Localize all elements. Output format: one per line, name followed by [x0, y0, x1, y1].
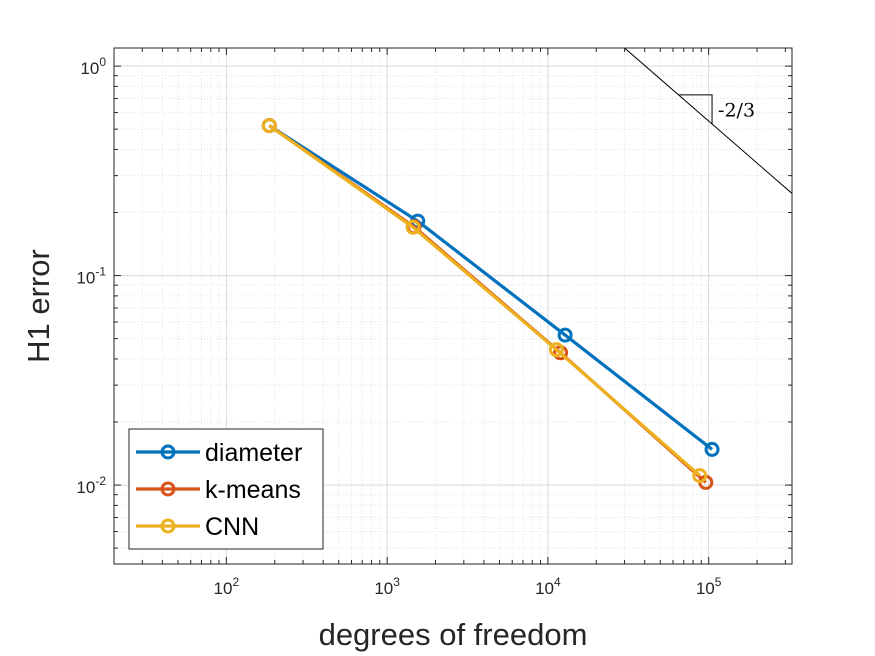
data-point-diameter	[704, 441, 720, 457]
series-line-CNN	[268, 124, 701, 477]
y-tick-label: 10-2	[76, 474, 106, 497]
x-axis-label: degrees of freedom	[319, 617, 588, 652]
data-point-diameter	[557, 327, 573, 343]
series-line-diameter	[268, 124, 714, 451]
x-tick-labels: 102 103 104 105	[214, 575, 722, 598]
legend-marker	[160, 481, 176, 497]
axis-ticks	[113, 48, 792, 564]
series-CNN	[261, 118, 708, 484]
data-point-CNN	[548, 342, 564, 358]
legend-label: k-means	[205, 476, 301, 504]
x-tick-label: 103	[374, 575, 400, 598]
legend-label: CNN	[205, 513, 259, 541]
data-point-CNN	[261, 118, 277, 134]
slope-reference-line	[624, 48, 792, 194]
legend-item-k-means: k-means	[136, 476, 301, 504]
data-point-CNN	[692, 468, 708, 484]
legend-entries: diameter k-means CNN	[136, 439, 302, 541]
y-tick-label: 100	[80, 55, 106, 78]
legend-label: diameter	[205, 439, 302, 467]
legend-marker	[160, 444, 176, 460]
legend-item-diameter: diameter	[136, 439, 302, 467]
data-point-CNN	[405, 219, 421, 235]
x-tick-label: 104	[535, 575, 561, 598]
legend[interactable]: diameter k-means CNN	[128, 428, 324, 550]
x-tick-label: 102	[214, 575, 240, 598]
legend-marker	[160, 518, 176, 534]
data-series	[261, 118, 720, 490]
y-tick-labels: 100 10-1 10-2	[76, 55, 106, 497]
slope-triangle	[678, 94, 713, 124]
y-axis-label: H1 error	[21, 249, 56, 363]
legend-item-CNN: CNN	[136, 513, 259, 541]
x-tick-label: 105	[696, 575, 722, 598]
slope-annotation: -2/3	[624, 48, 792, 194]
axes-box	[113, 47, 793, 565]
y-tick-label: 10-1	[76, 265, 106, 288]
slope-label: -2/3	[718, 99, 755, 121]
